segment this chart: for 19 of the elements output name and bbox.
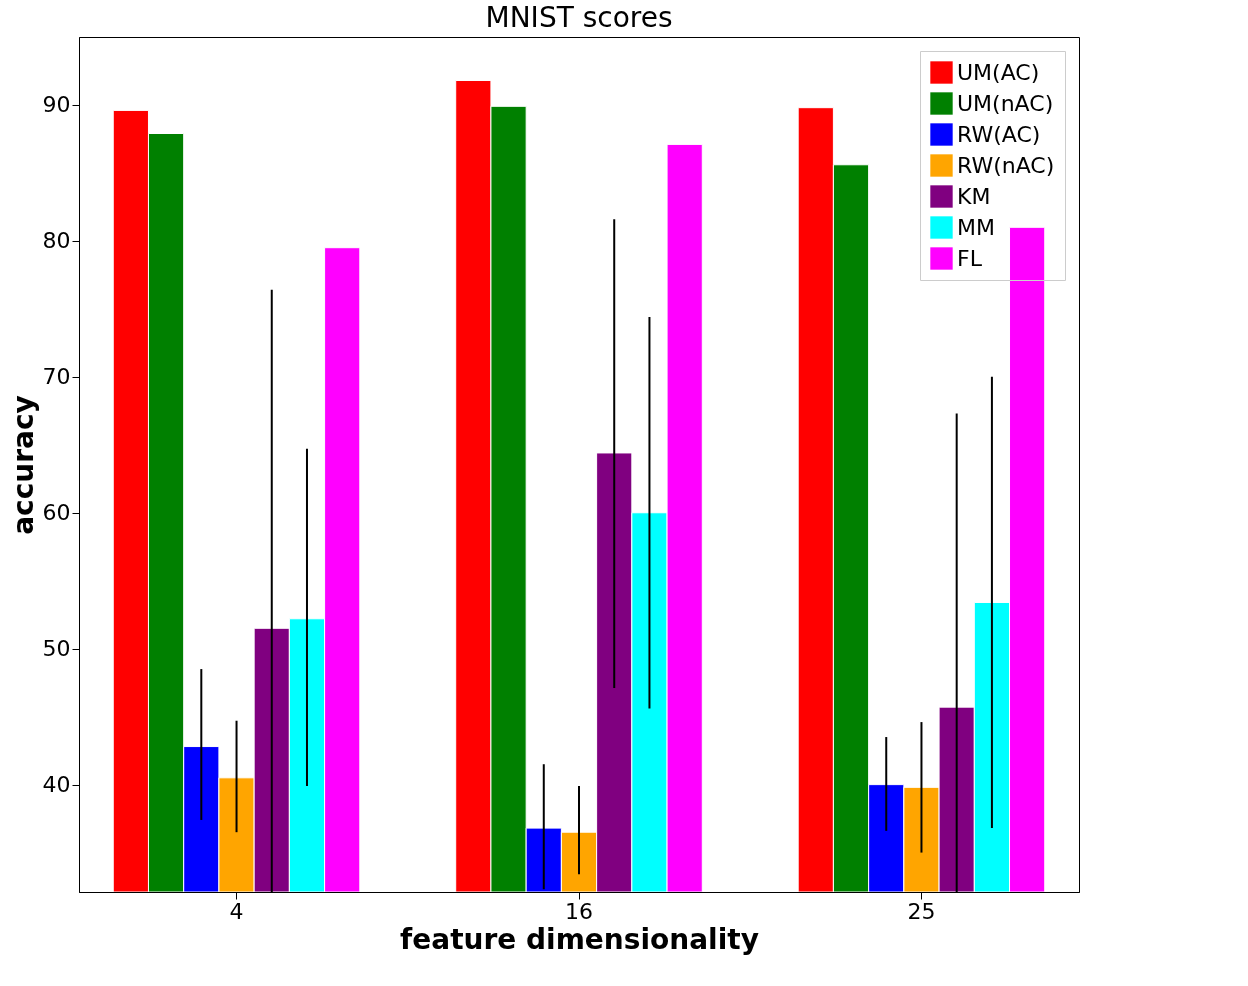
legend-label: MM [957,214,995,240]
x-tick-label: 16 [565,898,593,924]
legend-label: RW(AC) [957,121,1041,147]
y-tick-label: 60 [42,500,71,526]
x-tick-label: 4 [229,898,244,924]
legend-label: RW(nAC) [957,152,1055,178]
y-tick-label: 40 [42,772,71,798]
x-tick-label: 25 [907,898,936,924]
legend-label: UM(nAC) [957,90,1054,116]
legend-label: UM(AC) [957,59,1040,85]
y-tick-label: 80 [42,228,71,254]
legend-label: KM [957,183,991,209]
y-tick-label: 70 [42,364,71,390]
y-tick-label: 90 [42,92,71,118]
legend-label: FL [957,245,983,271]
x-axis-title: feature dimensionality [400,922,759,956]
chart-title: MNIST scores [485,1,673,34]
y-tick-label: 50 [42,636,71,662]
y-axis-title: accuracy [6,395,40,535]
